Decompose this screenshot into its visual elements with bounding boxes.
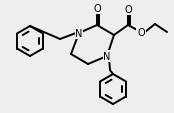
Text: O: O [137,28,145,38]
Text: N: N [103,52,111,61]
Text: O: O [93,4,101,14]
Text: O: O [124,5,132,15]
Text: N: N [75,29,83,39]
